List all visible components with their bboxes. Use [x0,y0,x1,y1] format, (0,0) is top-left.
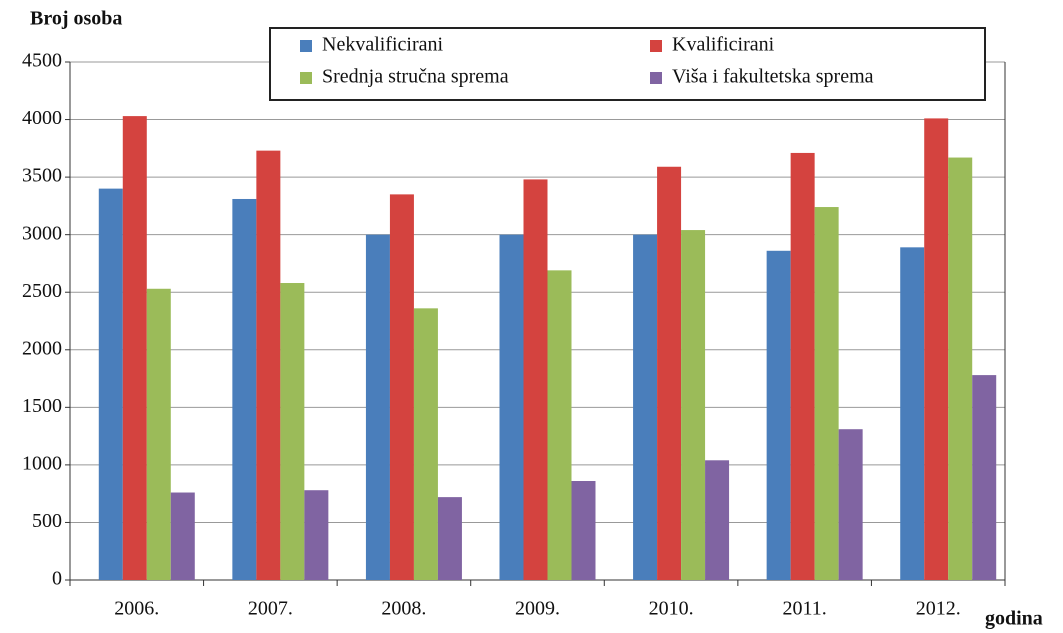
legend-swatch [650,40,662,52]
y-tick-label: 2500 [22,280,62,302]
bar [972,375,997,580]
x-tick-label: 2011. [783,598,827,620]
y-tick-label: 3500 [22,165,62,187]
bar [304,490,329,580]
bar [365,234,390,580]
y-tick-label: 1500 [22,395,62,417]
bar [571,481,596,580]
y-tick-label: 500 [32,510,62,532]
bar [499,234,524,580]
y-tick-label: 0 [52,568,62,590]
bar [633,234,658,580]
bar [146,288,171,580]
bar [122,116,147,580]
x-tick-label: 2009. [515,598,560,620]
legend-box [269,27,986,101]
y-tick-label: 4000 [22,107,62,129]
legend-swatch [650,72,662,84]
bar [814,207,839,581]
bar [389,194,414,580]
legend-swatch [300,40,312,52]
legend-label: Nekvalificirani [322,34,443,56]
bar [681,230,706,580]
y-tick-label: 3000 [22,222,62,244]
y-tick-label: 1000 [22,452,62,474]
bar [766,250,791,580]
bar [900,247,925,580]
y-tick-label: 2000 [22,337,62,359]
bar [948,157,973,580]
bar [838,429,863,580]
bar [790,152,815,580]
legend-swatch [300,72,312,84]
legend-label: Kvalificirani [672,34,775,56]
bar [705,460,730,580]
bar [256,150,281,580]
bar [523,179,548,580]
x-tick-label: 2010. [649,598,694,620]
x-tick-label: 2012. [916,598,961,620]
legend-label: Srednja stručna sprema [322,66,509,88]
bar [437,497,462,580]
y-axis-label: Broj osoba [30,8,122,30]
legend-label: Viša i fakultetska sprema [672,66,874,88]
x-axis-label: godina [985,608,1043,630]
x-tick-label: 2008. [381,598,426,620]
bar [280,283,305,580]
bar [657,166,682,581]
bar [170,492,195,580]
bar [232,198,257,580]
bar [547,270,572,580]
x-tick-label: 2006. [114,598,159,620]
y-tick-label: 4500 [22,50,62,72]
bar [413,308,438,580]
bar [924,118,949,580]
x-tick-label: 2007. [248,598,293,620]
bar [98,188,123,580]
